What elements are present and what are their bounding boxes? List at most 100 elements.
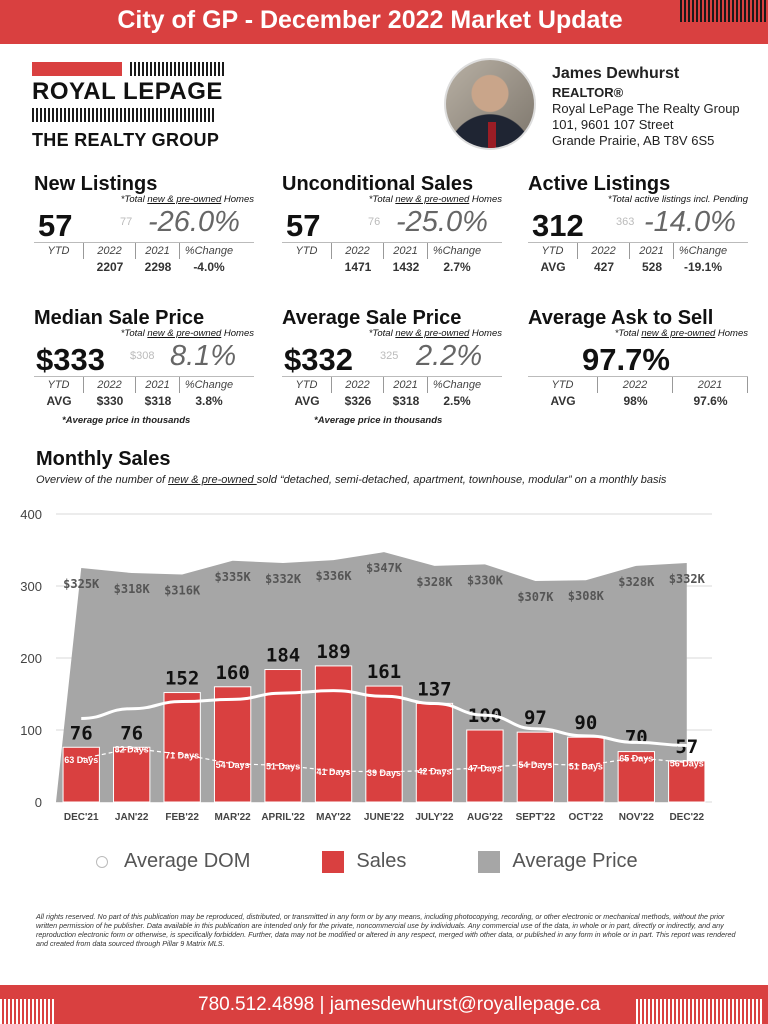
dom-label: 54 Days xyxy=(216,760,250,770)
dom-label: 63 Days xyxy=(64,755,98,765)
card-note: *Total active listings incl. Pending xyxy=(607,194,748,205)
footer-bar: 780.512.4898 | jamesdewhurst@royallepage… xyxy=(0,985,768,1024)
sales-bar xyxy=(62,746,100,803)
x-tick-label: OCT'22 xyxy=(569,812,604,823)
sales-bar xyxy=(314,665,353,803)
price-label: $307K xyxy=(517,590,554,604)
x-tick-label: MAR'22 xyxy=(214,812,251,823)
percent-change: 8.1% xyxy=(170,340,237,372)
sales-bar xyxy=(516,731,555,803)
dom-label: 82 Days xyxy=(115,744,149,754)
sales-value-label: 189 xyxy=(316,641,350,663)
dom-label: 56 Days xyxy=(670,759,704,769)
legend-sales-swatch xyxy=(322,850,345,873)
agent-address-line1: 101, 9601 107 Street xyxy=(552,117,674,132)
percent-change: -14.0% xyxy=(644,206,736,238)
logo-tagline: THE REALTY GROUP xyxy=(32,130,220,150)
price-label: $328K xyxy=(618,575,655,589)
price-label: $336K xyxy=(315,569,352,583)
sales-value-label: 70 xyxy=(625,727,648,749)
card-title: New Listings xyxy=(34,173,158,195)
footer-contact: 780.512.4898 | jamesdewhurst@royallepage… xyxy=(198,994,601,1015)
current-value: 57 xyxy=(286,208,321,243)
price-label: $325K xyxy=(63,577,100,591)
percent-change: -26.0% xyxy=(148,206,240,238)
legend-price-swatch xyxy=(478,850,501,873)
x-tick-label: DEC'21 xyxy=(64,812,99,823)
sales-value-label: 76 xyxy=(70,722,93,744)
x-tick-label: AUG'22 xyxy=(467,812,503,823)
monthly-sales-title: Monthly Sales xyxy=(36,448,171,470)
ask-to-sell-card: Average Ask to Sell *Total new & pre-own… xyxy=(528,307,748,409)
agent-name: James Dewhurst xyxy=(552,65,680,82)
x-tick-label: DEC'22 xyxy=(669,812,704,823)
sales-bar xyxy=(163,692,201,803)
footer-stripes-left xyxy=(0,999,54,1024)
dom-label: 39 Days xyxy=(367,768,401,778)
legal-disclaimer: All rights reserved. No part of this pub… xyxy=(36,912,736,948)
previous-value: $308 xyxy=(130,350,155,362)
dom-label: 51 Days xyxy=(266,761,300,771)
price-label: $330K xyxy=(467,573,504,587)
column-values: 1471 1432 2.7% xyxy=(344,260,471,274)
dom-label: 42 Days xyxy=(417,766,451,776)
agent-avatar xyxy=(444,58,536,150)
header-bar: City of GP - December 2022 Market Update xyxy=(0,0,768,44)
column-values: AVG 98% 97.6% xyxy=(550,394,728,408)
sales-value-label: 76 xyxy=(120,722,143,744)
header-stripes xyxy=(680,0,766,22)
x-tick-label: JULY'22 xyxy=(415,812,454,823)
dom-label: 65 Days xyxy=(619,754,653,764)
price-label: $318K xyxy=(114,582,151,596)
sales-trend-curve xyxy=(81,689,687,747)
x-tick-label: MAY'22 xyxy=(316,812,351,823)
monthly-sales-subtitle: Overview of the number of new & pre-owne… xyxy=(36,474,667,486)
previous-value: 77 xyxy=(120,216,133,228)
column-values: AVG 427 528 -19.1% xyxy=(540,260,723,274)
legend-sales-label: Sales xyxy=(356,850,407,872)
sales-bar xyxy=(668,760,706,803)
price-label: $347K xyxy=(366,561,403,575)
column-values: AVG $326 $318 2.5% xyxy=(294,394,471,408)
average-sale-price-card: Average Sale Price *Total new & pre-owne… xyxy=(282,307,502,426)
price-label: $316K xyxy=(164,583,201,597)
page-title: City of GP - December 2022 Market Update xyxy=(117,6,623,34)
card-note: *Total new & pre-owned Homes xyxy=(368,328,502,339)
current-value: $333 xyxy=(36,342,105,377)
legend-dom-marker xyxy=(96,855,108,868)
card-title: Average Sale Price xyxy=(282,307,462,329)
x-tick-label: NOV'22 xyxy=(619,812,655,823)
card-note: *Total new & pre-owned Homes xyxy=(368,194,502,205)
sales-bar xyxy=(466,729,504,803)
sales-value-label: 161 xyxy=(367,661,401,683)
legend-item-price: Average Price xyxy=(478,850,638,873)
card-title: Average Ask to Sell xyxy=(528,307,714,329)
logo-stripes-top xyxy=(130,62,224,76)
card-note: *Total new & pre-owned Homes xyxy=(614,328,748,339)
dom-label: 47 Days xyxy=(468,764,502,774)
sales-value-label: 97 xyxy=(524,707,547,729)
legend-item-dom: Average DOM xyxy=(96,850,250,873)
column-values: 2207 2298 -4.0% xyxy=(96,260,225,274)
new-listings-card: New Listings *Total new & pre-owned Home… xyxy=(34,173,254,275)
dom-label: 54 Days xyxy=(518,760,552,770)
price-label: $332K xyxy=(669,572,706,586)
sales-bar xyxy=(567,736,605,803)
column-labels: YTD 2022 2021 %Change xyxy=(282,242,502,259)
monthly-sales-chart: 0 100 200 300 400 $325K $318K $316K $335K $332K $3… xyxy=(20,507,712,823)
price-label: $332K xyxy=(265,572,302,586)
column-labels: YTD 2022 2021 %Change xyxy=(282,376,502,393)
x-tick-label: JUNE'22 xyxy=(364,812,405,823)
x-tick-label: JAN'22 xyxy=(115,812,149,823)
chart-legend: Average DOM Sales Average Price xyxy=(96,850,710,873)
y-tick-label: 100 xyxy=(20,723,42,738)
sales-value-label: 90 xyxy=(574,712,597,734)
column-labels: YTD 2022 2021 xyxy=(528,376,748,393)
footer-stripes-right xyxy=(636,999,762,1024)
y-tick-label: 0 xyxy=(35,795,42,810)
percent-change: -25.0% xyxy=(396,206,488,238)
current-value: 97.7% xyxy=(582,342,670,377)
legend-item-sales: Sales xyxy=(322,850,406,873)
sales-bar xyxy=(213,686,252,803)
brand-logo: ROYAL LEPAGE THE REALTY GROUP xyxy=(32,62,228,151)
